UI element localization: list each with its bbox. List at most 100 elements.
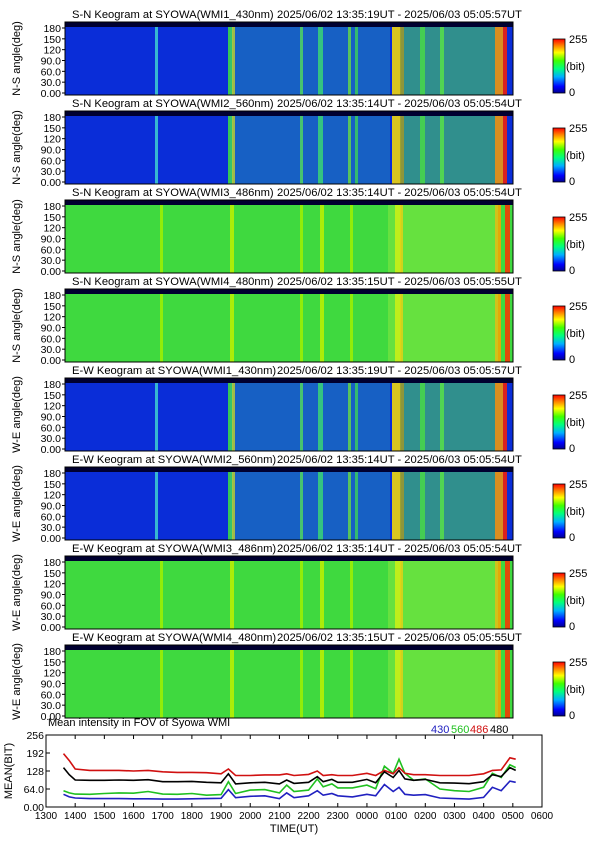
keogram-ytick-label: 30.0 — [41, 611, 62, 623]
keogram-streak — [160, 650, 163, 718]
keogram-ylabel: N-S angle(deg) — [11, 199, 23, 274]
keogram-ytick-label: 150 — [43, 657, 61, 669]
keogram-ytick-label: 60.0 — [41, 244, 62, 256]
colorbar-unit-label: (bit) — [566, 506, 585, 518]
keogram-streak — [355, 383, 358, 451]
colorbar-unit-label: (bit) — [566, 328, 585, 340]
colorbar-min-label: 0 — [569, 87, 575, 99]
chart-ytick-label: 0.00 — [24, 802, 45, 814]
chart-xtick-label: 0400 — [473, 811, 496, 822]
keogram-ytick-label: 90.0 — [41, 323, 62, 335]
colorbar — [552, 305, 566, 361]
keogram-streak — [155, 27, 158, 95]
keogram-ylabel: N-S angle(deg) — [11, 21, 23, 96]
chart-ytick-label: 256 — [26, 730, 44, 742]
colorbar-unit-label: (bit) — [566, 239, 585, 251]
keogram-ytick-label: 90.0 — [41, 412, 62, 424]
keogram-ytick-label: 150 — [43, 301, 61, 313]
keogram-panel: E-W Keogram at SYOWA(WMI4_480nm) 2025/06/… — [11, 632, 587, 723]
chart-xlabel: TIME(UT) — [270, 823, 318, 835]
keogram-streak — [228, 27, 233, 95]
keogram-title-prefix: S-N Keogram at SYOWA — [72, 98, 197, 110]
keogram-active-region — [388, 561, 498, 629]
colorbar — [552, 483, 566, 539]
keogram-time-range: 2025/06/02 13:35:15UT - 2025/06/03 05:05… — [277, 632, 522, 644]
keogram-streak — [318, 116, 323, 184]
keogram-ytick-label: 180 — [43, 557, 61, 569]
keogram-ytick-label: 0.00 — [41, 533, 62, 545]
keogram-ytick-label: 150 — [43, 390, 61, 402]
keogram-streak — [392, 116, 401, 184]
keogram-title-prefix: E-W Keogram at SYOWA — [72, 454, 200, 466]
keogram-time-range: 2025/06/02 13:35:19UT - 2025/06/03 05:05… — [277, 9, 522, 21]
keogram-streak — [300, 650, 303, 718]
series-line-480 — [62, 766, 517, 785]
keogram-fov-edge — [65, 645, 513, 650]
keogram-streak — [348, 27, 351, 95]
keogram-image — [65, 556, 513, 629]
keogram-fov-edge — [65, 289, 513, 294]
chart-xtick-label: 1300 — [35, 811, 58, 822]
keogram-panel: E-W Keogram at SYOWA(WMI1_430nm) 2025/06/… — [11, 365, 587, 456]
keogram-streak — [228, 116, 233, 184]
colorbar-unit-label: (bit) — [566, 595, 585, 607]
chart-ylabel: MEAN(BIT) — [3, 743, 15, 799]
keogram-streak — [350, 561, 353, 629]
keogram-active-region — [400, 472, 495, 540]
keogram-active-region — [230, 116, 390, 184]
keogram-streak — [232, 472, 235, 540]
keogram-ytick-label: 150 — [43, 34, 61, 46]
keogram-streak — [232, 116, 235, 184]
keogram-streak — [350, 650, 353, 718]
keogram-streak — [160, 205, 163, 273]
keogram-ytick-label: 60.0 — [41, 600, 62, 612]
keogram-streak — [395, 650, 401, 718]
keogram-active-region — [388, 205, 498, 273]
keogram-ytick-label: 120 — [43, 312, 61, 324]
keogram-streak — [392, 472, 401, 540]
series-line-486 — [62, 753, 516, 777]
keogram-active-region — [388, 294, 498, 362]
keogram-ytick-label: 0.00 — [41, 266, 62, 278]
keogram-title: S-N Keogram at SYOWA(WMI2_560nm) — [72, 98, 274, 110]
keogram-ytick-label: 60.0 — [41, 333, 62, 345]
keogram-ytick-label: 120 — [43, 668, 61, 680]
keogram-ytick-label: 0.00 — [41, 88, 62, 100]
keogram-streak — [230, 561, 234, 629]
keogram-ylabel: N-S angle(deg) — [11, 110, 23, 185]
keogram-title-prefix: S-N Keogram at SYOWA — [72, 187, 197, 199]
keogram-time-range: 2025/06/02 13:35:19UT - 2025/06/03 05:05… — [277, 365, 522, 377]
keogram-streak — [503, 116, 507, 184]
keogram-frame — [64, 466, 514, 541]
keogram-streak — [300, 205, 303, 273]
keogram-ytick-label: 120 — [43, 223, 61, 235]
keogram-panel: E-W Keogram at SYOWA(WMI2_560nm) 2025/06/… — [11, 454, 587, 545]
keogram-streak — [395, 205, 401, 273]
keogram-streak — [155, 383, 158, 451]
keogram-title-prefix: E-W Keogram at SYOWA — [72, 632, 200, 644]
keogram-title-instrument: (WMI3_486nm) — [197, 187, 274, 199]
chart-title: Mean intensity in FOV of Syowa WMI — [48, 717, 230, 729]
keogram-streak — [495, 116, 503, 184]
chart-ytick-label: 192 — [26, 748, 44, 760]
colorbar-max-label: 255 — [569, 657, 587, 669]
chart-ytick-label: 64.0 — [24, 784, 45, 796]
keogram-ytick-label: 180 — [43, 201, 61, 213]
colorbar-min-label: 0 — [569, 443, 575, 455]
chart-xtick-label: 1800 — [181, 811, 204, 822]
keogram-streak — [400, 205, 403, 273]
keogram-image — [65, 645, 513, 718]
keogram-title-instrument: (WMI3_486nm) — [199, 543, 276, 555]
keogram-ytick-label: 120 — [43, 134, 61, 146]
chart-xtick-label: 0000 — [356, 811, 379, 822]
colorbar-min-label: 0 — [569, 265, 575, 277]
keogram-ytick-label: 90.0 — [41, 234, 62, 246]
keogram-frame — [64, 288, 514, 363]
series-line-430 — [63, 780, 516, 800]
keogram-streak — [350, 294, 353, 362]
keogram-ytick-label: 180 — [43, 112, 61, 124]
chart-ytick-label: 128 — [26, 766, 44, 778]
keogram-active-region — [388, 650, 498, 718]
colorbar-min-label: 0 — [569, 176, 575, 188]
keogram-ytick-label: 0.00 — [41, 622, 62, 634]
